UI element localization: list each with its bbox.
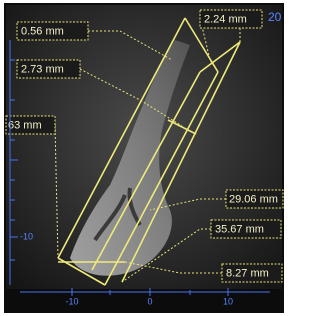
measurement-label: 63 mm xyxy=(8,119,42,131)
scale-label: 20 xyxy=(268,10,282,24)
ruler-label: -10 xyxy=(65,296,78,306)
ruler-label: 0 xyxy=(147,296,152,306)
measurement-label: 35.67 mm xyxy=(215,223,264,235)
measurement-label: 8.27 mm xyxy=(226,267,269,279)
measurement-label: 29.06 mm xyxy=(229,193,278,205)
page: {"header": {"scale_label": "20"}, "measu… xyxy=(0,0,288,316)
ruler-label: -10 xyxy=(20,231,33,241)
ruler-label: 10 xyxy=(223,296,233,306)
measurement-label: 2.24 mm xyxy=(204,13,247,25)
ct-viewer: 0.56 mm 2.24 mm 2.73 mm 63 mm 29.06 mm 3… xyxy=(0,0,288,316)
measurement-label: 2.73 mm xyxy=(21,63,64,75)
measurement-label: 0.56 mm xyxy=(21,25,64,37)
